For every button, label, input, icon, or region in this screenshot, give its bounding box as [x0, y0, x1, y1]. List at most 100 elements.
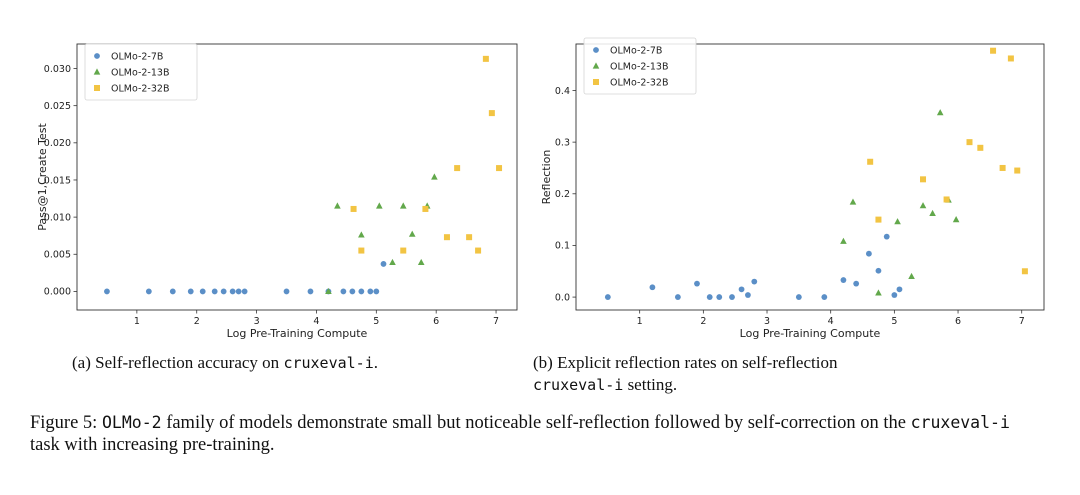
legend-label: OLMo-2-7B [111, 52, 163, 63]
x-axis-label: Log Pre-Training Compute [740, 327, 881, 340]
figure-caption-text-1: family of models demonstrate small but n… [161, 413, 911, 433]
legend-marker [94, 53, 100, 59]
x-tick-label: 4 [828, 316, 834, 327]
data-point-olmo-2-7b [821, 294, 828, 300]
data-point-olmo-2-7b [706, 294, 713, 300]
data-point-olmo-2-32b [482, 55, 489, 62]
legend-box [84, 43, 198, 101]
y-tick-label: 0.1 [555, 241, 570, 252]
x-tick-label: 2 [194, 316, 200, 327]
data-point-olmo-2-7b [840, 277, 847, 283]
y-tick-label: 0.020 [44, 138, 71, 149]
data-point-olmo-2-13b [929, 209, 936, 217]
legend-marker [593, 79, 599, 85]
x-tick-label: 3 [764, 316, 770, 327]
legend-label: OLMo-2-13B [610, 62, 668, 73]
plot-frame [76, 43, 518, 311]
data-point-olmo-2-13b [417, 258, 425, 266]
legend-label: OLMo-2-32B [111, 84, 169, 95]
data-point-olmo-2-32b [875, 216, 882, 223]
data-point-olmo-2-13b [849, 198, 857, 205]
data-point-olmo-2-7b [883, 233, 890, 240]
subcaption-a: (a) Self-reflection accuracy on cruxeval… [72, 352, 492, 374]
data-point-olmo-2-7b [349, 288, 356, 295]
figure-caption-text-2: task with increasing pre-training. [30, 435, 275, 455]
y-tick-label: 0.0 [555, 292, 570, 303]
y-axis-label: Pass@1,Create Test [36, 123, 49, 231]
data-point-olmo-2-7b [738, 286, 745, 293]
legend-marker [93, 68, 101, 75]
x-tick-label: 1 [637, 316, 643, 327]
data-point-olmo-2-7b [358, 288, 365, 295]
plot-frame [575, 43, 1045, 311]
legend-marker [593, 47, 599, 53]
data-point-olmo-2-7b [211, 288, 218, 295]
legend-label: OLMo-2-32B [610, 78, 668, 89]
data-point-olmo-2-7b [220, 288, 227, 295]
data-point-olmo-2-32b [475, 247, 482, 254]
data-point-olmo-2-7b [199, 288, 206, 295]
y-tick-label: 0.005 [44, 250, 71, 261]
x-tick-label: 5 [891, 316, 897, 327]
x-tick-label: 3 [254, 316, 260, 327]
legend-box [583, 37, 697, 95]
x-tick-label: 6 [955, 316, 961, 327]
data-point-olmo-2-32b [1021, 268, 1028, 275]
data-point-olmo-2-32b [358, 247, 365, 254]
data-point-olmo-2-32b [977, 144, 984, 151]
y-tick-label: 0.025 [44, 101, 71, 112]
data-point-olmo-2-32b [454, 165, 461, 172]
data-point-olmo-2-7b [875, 267, 882, 274]
subcaption-b-end: setting. [623, 375, 678, 394]
data-point-olmo-2-7b [104, 288, 110, 295]
data-point-olmo-2-7b [649, 284, 656, 291]
data-point-olmo-2-7b [241, 288, 248, 295]
legend-marker [94, 85, 100, 91]
data-point-olmo-2-7b [853, 280, 860, 287]
data-point-olmo-2-13b [431, 173, 438, 180]
x-tick-label: 4 [313, 316, 319, 327]
data-point-olmo-2-7b [745, 292, 751, 298]
data-point-olmo-2-7b [187, 288, 194, 295]
figure-caption-code-cruxeval: cruxeval-i [910, 413, 1010, 432]
data-point-olmo-2-32b [443, 234, 450, 241]
x-tick-label: 2 [700, 316, 706, 327]
data-point-olmo-2-13b [894, 218, 901, 225]
data-point-olmo-2-7b [145, 288, 152, 295]
data-point-olmo-2-32b [422, 205, 429, 212]
data-point-olmo-2-32b [1007, 55, 1014, 62]
x-tick-label: 7 [1019, 316, 1025, 327]
legend-marker [592, 62, 600, 69]
y-tick-label: 0.4 [555, 86, 570, 97]
data-point-olmo-2-7b [169, 288, 176, 295]
data-point-olmo-2-7b [896, 286, 903, 293]
subcaption-a-end: . [373, 353, 378, 372]
data-point-olmo-2-7b [865, 250, 872, 257]
data-point-olmo-2-7b [795, 294, 802, 300]
subcaption-b-line1: (b) Explicit reflection rates on self-re… [533, 353, 838, 372]
data-point-olmo-2-32b [496, 165, 503, 172]
data-point-olmo-2-32b [990, 47, 997, 54]
data-point-olmo-2-7b [307, 288, 314, 295]
data-point-olmo-2-7b [283, 288, 290, 295]
y-axis-label: Reflection [540, 150, 553, 205]
data-point-olmo-2-7b [674, 294, 681, 300]
y-tick-label: 0.000 [44, 287, 71, 298]
figure-caption: Figure 5: OLMo-2 family of models demons… [30, 412, 1040, 456]
figure-caption-code-olmo: OLMo-2 [101, 413, 162, 432]
data-point-olmo-2-13b [840, 237, 847, 244]
data-point-olmo-2-7b [751, 278, 758, 285]
data-point-olmo-2-32b [999, 164, 1006, 171]
data-point-olmo-2-7b [235, 288, 242, 295]
data-point-olmo-2-13b [399, 202, 407, 209]
data-point-olmo-2-32b [867, 158, 874, 165]
data-point-olmo-2-13b [408, 230, 416, 237]
x-tick-label: 1 [134, 316, 140, 327]
y-tick-label: 0.2 [555, 189, 570, 200]
data-point-olmo-2-32b [1014, 167, 1021, 174]
data-point-olmo-2-7b [229, 288, 236, 295]
data-point-olmo-2-13b [875, 289, 882, 296]
subcaption-a-code: cruxeval-i [283, 354, 374, 372]
data-point-olmo-2-13b [358, 231, 365, 238]
legend-label: OLMo-2-7B [610, 46, 662, 57]
